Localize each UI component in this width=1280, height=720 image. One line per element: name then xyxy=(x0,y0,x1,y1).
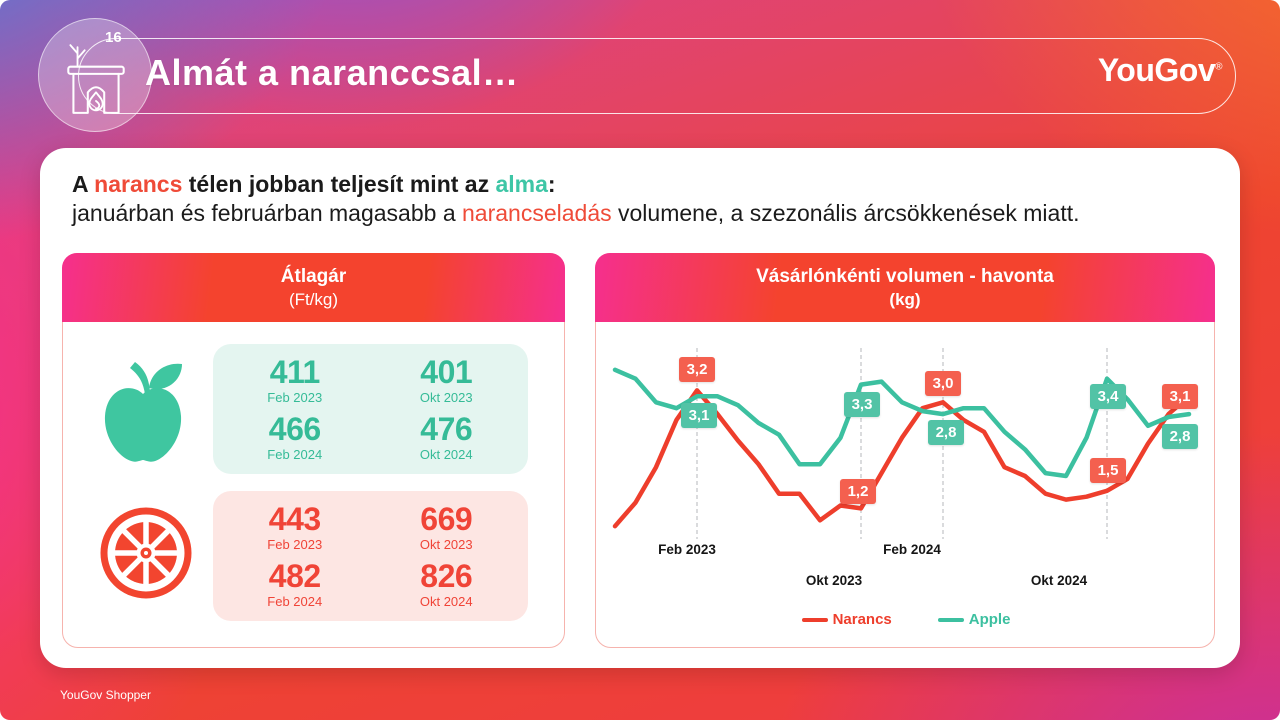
price-card-unit: (Ft/kg) xyxy=(288,290,339,309)
chart-legend: Narancs Apple xyxy=(596,611,1216,628)
price-period: Feb 2023 xyxy=(267,537,323,552)
narancs-line-swatch xyxy=(801,617,828,622)
price-value: 466 xyxy=(268,411,321,447)
yougov-logo-text: YouGov xyxy=(1097,52,1216,88)
apple-line-swatch xyxy=(937,617,964,622)
price-period: Feb 2024 xyxy=(267,594,323,609)
apple-price-box: 411 Feb 2023 401 Okt 2023 466 Feb 2024 4… xyxy=(213,344,528,474)
price-period: Okt 2023 xyxy=(419,537,473,552)
price-period: Feb 2024 xyxy=(267,447,323,462)
price-value: 482 xyxy=(268,558,321,594)
yougov-logo: YouGov® xyxy=(1097,52,1223,89)
volume-card-header: Vásárlónkénti volumen - havonta (kg) xyxy=(595,253,1215,322)
price-period: Feb 2023 xyxy=(267,390,323,405)
slide-number: 16 xyxy=(105,29,122,46)
price-period: Okt 2024 xyxy=(419,594,473,609)
x-axis-label: Okt 2024 xyxy=(1030,573,1088,588)
x-axis-label: Feb 2024 xyxy=(883,542,941,557)
price-value: 669 xyxy=(420,501,473,537)
price-cell: 443 Feb 2023 xyxy=(219,503,371,552)
data-label-narancs: 3,1 xyxy=(1162,383,1198,409)
price-value: 476 xyxy=(420,411,473,447)
data-label-apple: 2,8 xyxy=(928,419,964,445)
footer-label: YouGov Shopper xyxy=(60,688,151,702)
apple-icon xyxy=(104,362,182,462)
intro-line-2: januárban és februárban magasabb a naran… xyxy=(72,200,1080,226)
price-value: 411 xyxy=(269,354,321,390)
data-label-apple: 2,8 xyxy=(1162,423,1198,449)
legend-label: Narancs xyxy=(832,611,892,628)
price-cell: 476 Okt 2024 xyxy=(371,413,523,462)
intro-line-1: A narancs télen jobban teljesít mint az … xyxy=(72,171,556,197)
price-value: 443 xyxy=(268,501,321,537)
price-cell: 826 Okt 2024 xyxy=(371,560,523,609)
legend-item-narancs: Narancs xyxy=(801,611,892,628)
price-cell: 482 Feb 2024 xyxy=(219,560,371,609)
data-label-narancs: 1,2 xyxy=(840,478,876,504)
average-price-card-header: Átlagár (Ft/kg) xyxy=(62,253,565,322)
orange-slice-icon xyxy=(100,507,192,599)
data-label-narancs: 3,0 xyxy=(925,370,961,396)
highlight-narancseladas: narancseladás xyxy=(462,200,612,226)
price-period: Okt 2023 xyxy=(419,390,473,405)
orange-price-box: 443 Feb 2023 669 Okt 2023 482 Feb 2024 8… xyxy=(213,491,528,621)
legend-item-apple: Apple xyxy=(937,611,1011,628)
price-cell: 466 Feb 2024 xyxy=(219,413,371,462)
price-period: Okt 2024 xyxy=(419,447,473,462)
volume-card-title: Vásárlónkénti volumen - havonta xyxy=(756,266,1054,287)
fireplace-icon xyxy=(67,44,125,114)
volume-chart-card: Vásárlónkénti volumen - havonta (kg) Nar… xyxy=(595,253,1215,648)
volume-card-unit: (kg) xyxy=(889,290,921,309)
price-value: 401 xyxy=(420,354,473,390)
intro-text: A narancs télen jobban teljesít mint az … xyxy=(72,170,1080,228)
legend-label: Apple xyxy=(968,611,1011,628)
data-label-narancs: 3,2 xyxy=(679,356,715,382)
chart-area: Narancs Apple Feb 2023 Okt 2023 Feb 2024 Ok… xyxy=(596,323,1216,649)
slide-number-badge: 16 xyxy=(38,18,152,132)
x-axis-label: Feb 2023 xyxy=(658,542,716,557)
line-apple xyxy=(612,367,1192,479)
data-label-narancs: 1,5 xyxy=(1090,458,1126,484)
price-cell: 669 Okt 2023 xyxy=(371,503,523,552)
content-card: A narancs télen jobban teljesít mint az … xyxy=(40,148,1240,668)
page-title: Almát a naranccsal… xyxy=(145,52,519,93)
highlight-narancs: narancs xyxy=(94,171,183,197)
price-cell: 411 Feb 2023 xyxy=(219,356,371,405)
data-label-apple: 3,4 xyxy=(1090,384,1126,410)
registered-mark: ® xyxy=(1215,61,1222,73)
price-value: 826 xyxy=(420,558,473,594)
data-label-apple: 3,3 xyxy=(844,392,880,418)
data-label-apple: 3,1 xyxy=(681,402,717,428)
average-price-card: Átlagár (Ft/kg) 411 Feb 2023 401 Okt 202… xyxy=(62,253,565,648)
price-card-title: Átlagár xyxy=(280,266,347,287)
highlight-alma: alma xyxy=(495,171,548,197)
price-cell: 401 Okt 2023 xyxy=(371,356,523,405)
x-axis-label: Okt 2023 xyxy=(805,573,863,588)
